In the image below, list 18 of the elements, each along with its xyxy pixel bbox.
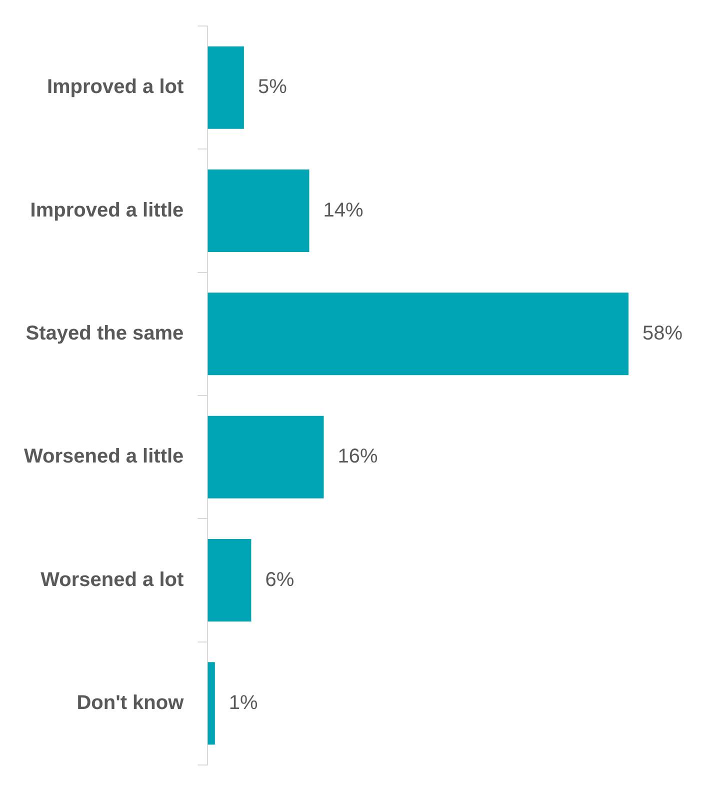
y-tick-label: Don't know bbox=[76, 692, 184, 714]
bar bbox=[208, 416, 324, 498]
bar bbox=[208, 662, 215, 745]
bar bbox=[208, 46, 244, 129]
y-tick-label: Stayed the same bbox=[26, 322, 184, 344]
y-tick-label: Worsened a little bbox=[24, 446, 184, 468]
data-label: 1% bbox=[228, 692, 258, 714]
data-label: 6% bbox=[265, 568, 294, 591]
bar bbox=[208, 538, 252, 622]
y-tick-label: Improved a little bbox=[30, 199, 184, 222]
data-label: 14% bbox=[323, 199, 364, 222]
y-tick-label: Worsened a lot bbox=[40, 568, 184, 591]
data-label: 58% bbox=[642, 322, 683, 344]
data-label: 16% bbox=[338, 446, 378, 468]
y-tick-label: Improved a lot bbox=[46, 76, 184, 98]
bar bbox=[208, 169, 310, 252]
data-label: 5% bbox=[258, 76, 288, 98]
bar bbox=[208, 292, 628, 376]
